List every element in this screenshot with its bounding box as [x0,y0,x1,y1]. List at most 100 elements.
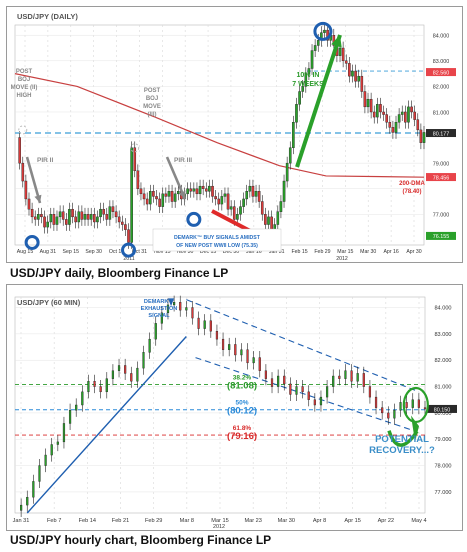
x-tick-label: Feb 7 [47,518,61,524]
x-tick-label: Dec 30 [223,249,240,255]
candle-body [61,211,65,220]
candle-body [360,75,364,92]
candle-body [270,378,274,387]
candle-body [65,219,68,225]
candle-body [313,45,317,51]
candle-body [341,47,345,62]
candle-body [301,386,304,393]
price-label: 79.000 [434,437,451,443]
candle-body [198,185,202,195]
candle-body [276,211,280,225]
candle-body [111,370,115,379]
demark-marker [168,298,175,307]
x-tick-label: Feb 21 [112,518,129,524]
candle-body [93,214,96,223]
candle-body [71,208,74,218]
candle-body [148,191,152,205]
price-tag [426,210,456,219]
candle-body [419,129,423,143]
price-tag [426,56,456,65]
candle-body [279,201,283,212]
candle-body [192,188,196,192]
candle-body [246,349,249,364]
candle-body [121,221,124,225]
candle-body [289,383,292,395]
candle-body [38,465,41,482]
candle-body [332,375,335,387]
candle-body [404,111,407,123]
price-tag [426,68,456,77]
x-tick-label: Feb 29 [145,518,162,524]
hourly-chart-panel: Jan 31 Feb 7 Feb 14 Feb 21 Feb 29 Mar 8 Mar 15… [6,284,463,531]
x-tick-label: May 4 [411,518,426,524]
fib-value-label: (79.16) [227,431,257,442]
demark-exhaustion-label: DEMARK™ [144,299,174,305]
candle-body [215,331,219,340]
candle-body [21,162,25,182]
candle-body [86,214,90,220]
candle-body [316,40,320,46]
candle-body [248,185,252,192]
candle-body [251,185,255,197]
candle-body [99,208,102,218]
candle-body [204,188,208,192]
candle-body [170,191,174,202]
candle-body [68,410,72,424]
x-tick-label: Nov 30 [177,249,194,255]
price-label: 77.000 [434,490,451,496]
year-label: 2011 [123,256,134,262]
x-tick-label: Jan 31 [269,249,285,255]
candle-body [357,75,360,82]
candle-body [136,367,139,382]
ma200-line [14,73,425,178]
candle-body [416,119,420,131]
x-tick-label: Mar 30 [278,518,295,524]
plot-area [14,24,425,246]
candle-body [58,211,62,218]
price-label: 81.000 [434,385,451,391]
pir3-label: PIR III [174,157,192,164]
year-label: 2012 [213,524,225,530]
x-tick-label: Apr 30 [406,249,421,255]
price-label: 82.560 [433,70,450,76]
candle-body [229,206,233,210]
candle-body [282,180,286,202]
price-tag [426,82,456,91]
candle-body [264,214,267,225]
candle-body [186,188,189,195]
x-tick-label: Apr 15 [344,518,360,524]
price-label: 77.000 [433,213,450,219]
pir3-arrow [165,156,187,200]
candle-body [96,216,99,223]
recovery-label: RECOVERY...? [369,445,435,456]
recovery-arrow-head [411,415,419,442]
candle-body [252,357,255,364]
candle-body [62,423,66,443]
channel-upper-line [186,299,420,393]
channel-lower-line [195,357,416,432]
price-label: 82.000 [433,85,450,91]
price-tag [427,404,457,413]
pir3-arrow-head [178,190,186,199]
candle-body [37,214,40,220]
candle-body [152,191,155,197]
candle-body [108,206,112,220]
fib-pct-label: 61.8% [233,425,252,432]
candle-body [381,407,384,414]
candle-body [30,208,34,218]
candle-body [77,211,81,223]
demark-buy-label: OF NEW POST WWII LOW (75.35) [176,243,258,249]
candle-body [161,193,165,207]
candle-body [209,320,212,332]
candle-body [239,206,242,215]
post-boj-ii-label: MOVE (II) [11,85,38,91]
candle-body [148,338,151,353]
candle-body [391,127,395,133]
x-tick-label: Dec 15 [200,249,217,255]
candle-body [292,122,295,148]
candle-body [288,147,292,164]
candle-body [245,191,249,200]
candle-body [114,211,118,218]
ma200-label: (78.40) [402,189,421,195]
candle-body [410,106,413,113]
